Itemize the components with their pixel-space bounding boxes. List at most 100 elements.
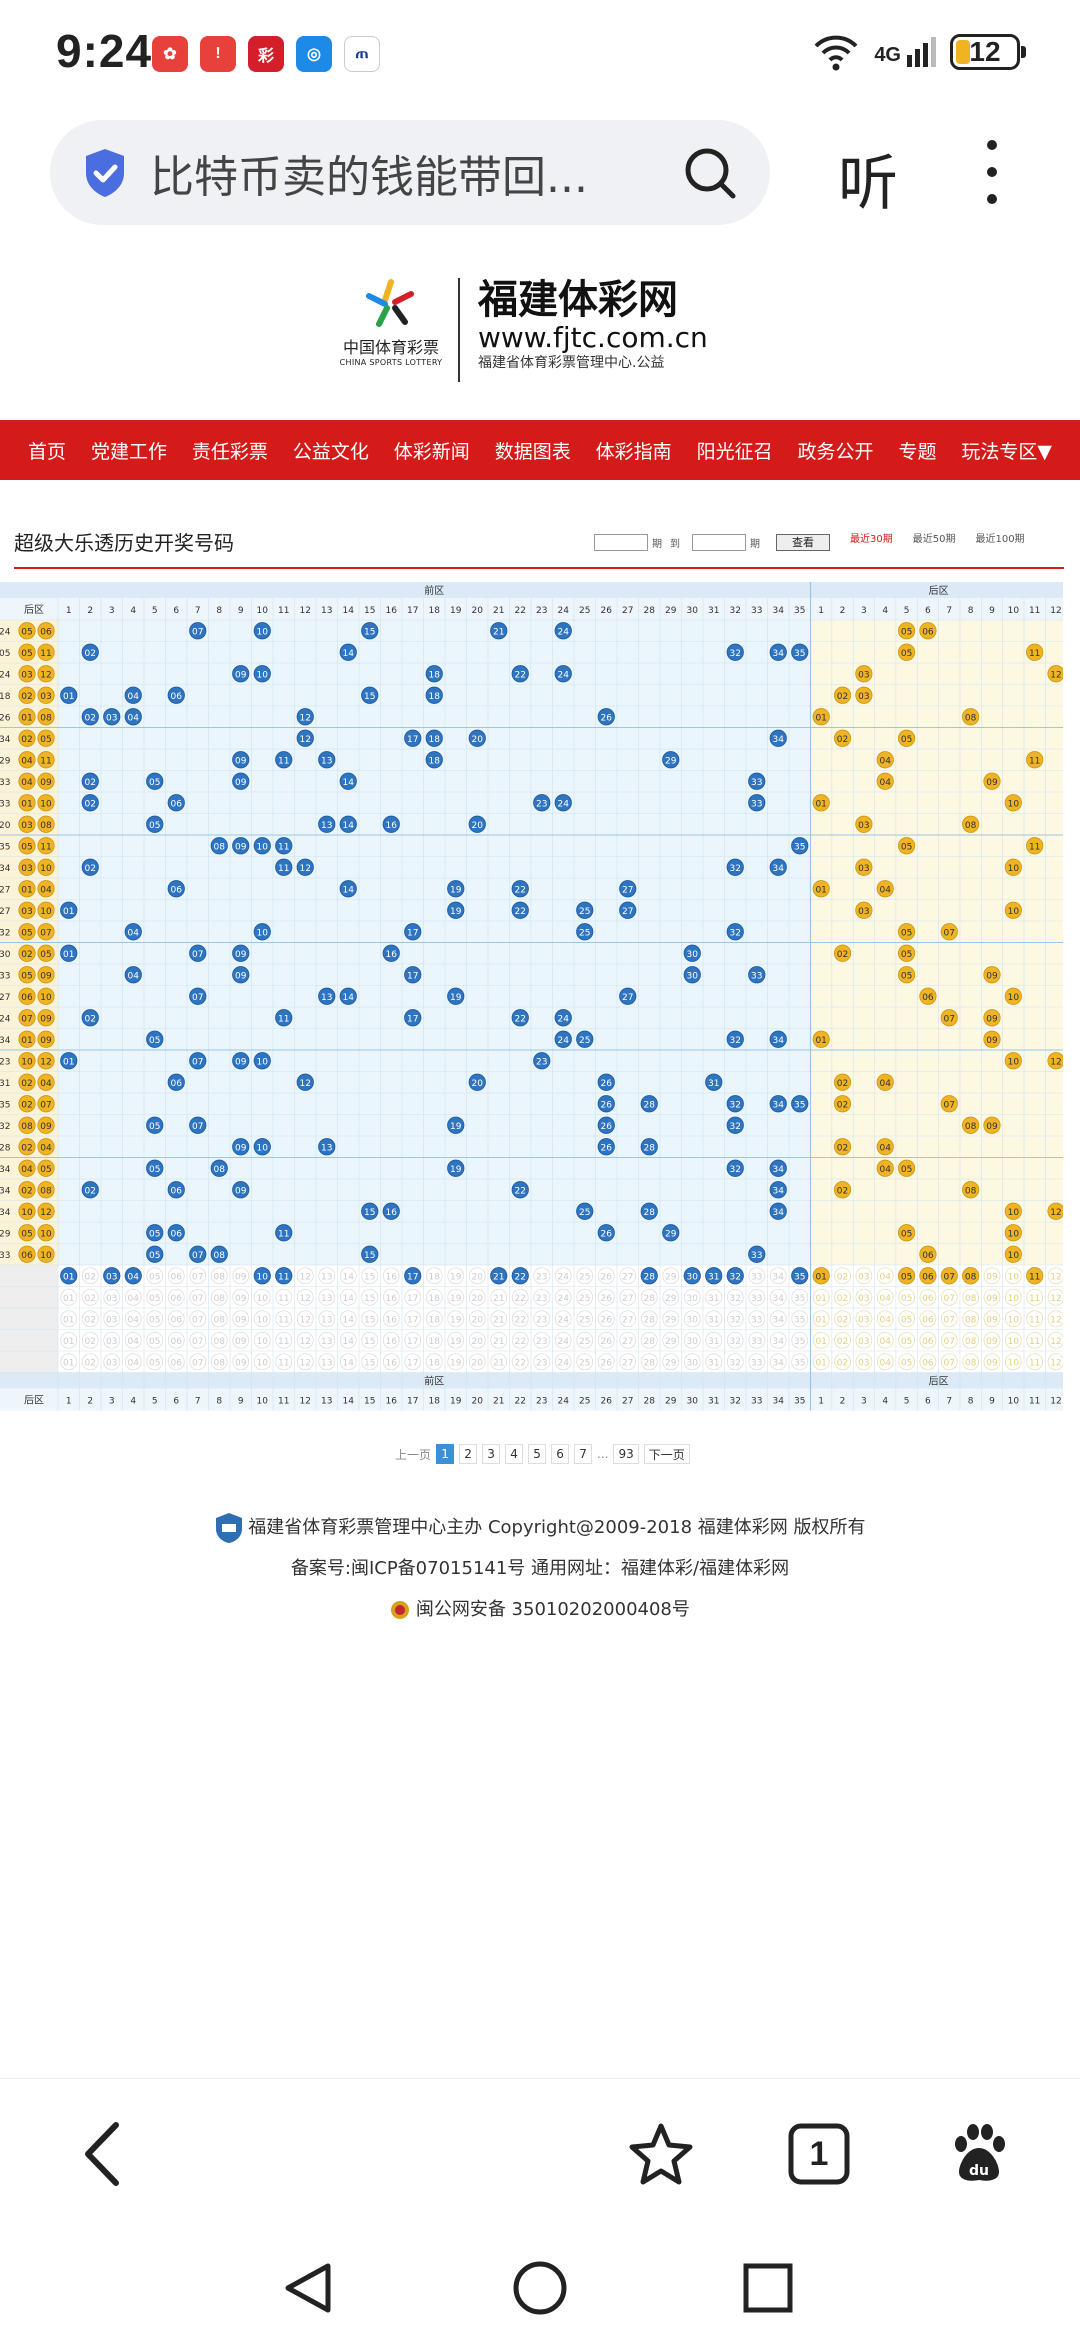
summary-faint-number: 20 (472, 1358, 484, 1368)
more-menu-icon[interactable] (980, 140, 1004, 204)
status-bar: 9:24 ✿ ! 彩 ◎ ጠ 4G 12 (0, 0, 1080, 110)
address-bar[interactable]: 比特币卖的钱能带回... (50, 120, 770, 225)
nav-charity[interactable]: 公益文化 (292, 440, 369, 463)
summary-faint-number: 02 (85, 1358, 96, 1368)
summary-bg (0, 1265, 1063, 1373)
range-tab-100[interactable]: 最近100期 (975, 534, 1025, 545)
summary-empty-cell (425, 1267, 443, 1285)
summary-faint-number: 10 (257, 1315, 269, 1325)
prev-page[interactable]: 上一页 (395, 1447, 432, 1462)
nav-data-charts[interactable]: 数据图表 (494, 440, 571, 463)
front-ball (232, 944, 250, 962)
system-home-button[interactable] (510, 2258, 570, 2318)
nav-news[interactable]: 体彩新闻 (393, 440, 470, 463)
front-ball (275, 1224, 293, 1242)
summary-faint-number: 29 (665, 1358, 677, 1368)
nav-party[interactable]: 党建工作 (90, 440, 167, 463)
prefix-ball (18, 987, 36, 1005)
page-3[interactable]: 3 (482, 1444, 501, 1464)
back-ball-label: 10 (1008, 1057, 1020, 1067)
lottery-badge-icon (215, 1513, 242, 1543)
summary-empty-cell (167, 1331, 185, 1349)
summary-empty-cell (232, 1310, 250, 1328)
nav-topics[interactable]: 专题 (898, 440, 937, 463)
nav-home[interactable]: 首页 (28, 440, 67, 463)
nav-responsible[interactable]: 责任彩票 (191, 440, 268, 463)
top-front-number-header: 1 (66, 606, 72, 616)
system-back-button[interactable] (278, 2258, 338, 2318)
news-app-icon: ጠ (344, 36, 380, 72)
bottom-front-number-header: 21 (493, 1397, 504, 1407)
front-ball (769, 858, 787, 876)
summary-faint-number: 09 (235, 1294, 247, 1304)
page-4[interactable]: 4 (505, 1444, 524, 1464)
search-query[interactable]: 比特币卖的钱能带回... (150, 151, 588, 203)
front-ball (275, 858, 293, 876)
nav-government[interactable]: 政务公开 (797, 440, 874, 463)
front-ball-label: 21 (493, 627, 504, 637)
page-93[interactable]: 93 (613, 1444, 639, 1464)
tabs-button[interactable]: 1 (784, 2119, 854, 2189)
summary-empty-cell (619, 1267, 637, 1285)
range-tab-50[interactable]: 最近50期 (912, 534, 956, 545)
bookmark-button[interactable] (626, 2119, 696, 2189)
summary-faint-number: 15 (364, 1272, 375, 1282)
page-7[interactable]: 7 (574, 1444, 593, 1464)
front-ball (318, 1138, 336, 1156)
back-ball-label: 04 (879, 885, 891, 895)
summary-faint-number: 02 (837, 1294, 848, 1304)
summary-empty-cell (275, 1353, 293, 1371)
summary-faint-number: 31 (708, 1358, 719, 1368)
range-tab-30[interactable]: 最近30期 (850, 534, 893, 545)
summary-empty-cell (662, 1310, 680, 1328)
back-ball (919, 987, 937, 1005)
front-ball (296, 1073, 314, 1091)
summary-empty-cell (404, 1310, 422, 1328)
summary-faint-number: 02 (837, 1315, 848, 1325)
search-icon[interactable] (682, 145, 738, 201)
start-period-input[interactable] (594, 533, 648, 551)
summary-front-ball-label: 35 (794, 1272, 805, 1282)
nav-guide[interactable]: 体彩指南 (595, 440, 672, 463)
baidu-button[interactable]: du (944, 2119, 1014, 2189)
summary-faint-number: 18 (429, 1294, 441, 1304)
listen-button[interactable]: 听 (838, 149, 898, 219)
system-recents-button[interactable] (738, 2258, 798, 2318)
bottom-front-number-header: 16 (386, 1397, 398, 1407)
back-button[interactable] (68, 2119, 138, 2189)
next-page[interactable]: 下一页 (643, 1444, 690, 1464)
summary-faint-number: 29 (665, 1315, 677, 1325)
footer-copyright-text: 福建省体育彩票管理中心主办 Copyright@2009-2018 福建体彩网 … (248, 1517, 866, 1538)
summary-front-ball (640, 1267, 658, 1285)
front-ball-label: 32 (730, 1036, 741, 1046)
draw-prefix-label: 33 (0, 799, 10, 809)
summary-empty-cell (576, 1353, 594, 1371)
summary-empty-cell (124, 1310, 142, 1328)
nav-games[interactable]: 玩法专区▼ (961, 440, 1052, 463)
front-ball (447, 1159, 465, 1177)
prefix-ball (18, 1116, 36, 1134)
summary-empty-cell (1047, 1288, 1063, 1306)
top-back-number-header: 6 (925, 606, 931, 616)
front-ball (232, 1052, 250, 1070)
front-ball (726, 1095, 744, 1113)
back-ball-label: 03 (858, 907, 869, 917)
page-6[interactable]: 6 (551, 1444, 570, 1464)
summary-empty-cell (597, 1310, 615, 1328)
summary-empty-cell (468, 1310, 486, 1328)
end-period-input[interactable] (692, 533, 746, 551)
front-ball-label: 07 (192, 993, 203, 1003)
summary-empty-cell (124, 1353, 142, 1371)
page-5[interactable]: 5 (528, 1444, 547, 1464)
summary-empty-cell (919, 1288, 937, 1306)
page-1[interactable]: 1 (436, 1444, 455, 1464)
query-button[interactable]: 查看 (776, 533, 830, 551)
front-ball-label: 01 (63, 950, 74, 960)
back-ball (962, 815, 980, 833)
site-logo[interactable]: 中国体育彩票 CHINA SPORTS LOTTERY 福建体彩网 www.fj… (336, 278, 716, 388)
back-ball (855, 686, 873, 704)
page-2[interactable]: 2 (459, 1444, 478, 1464)
summary-empty-cell (210, 1288, 228, 1306)
nav-sunshine[interactable]: 阳光征召 (696, 440, 773, 463)
front-ball (726, 923, 744, 941)
